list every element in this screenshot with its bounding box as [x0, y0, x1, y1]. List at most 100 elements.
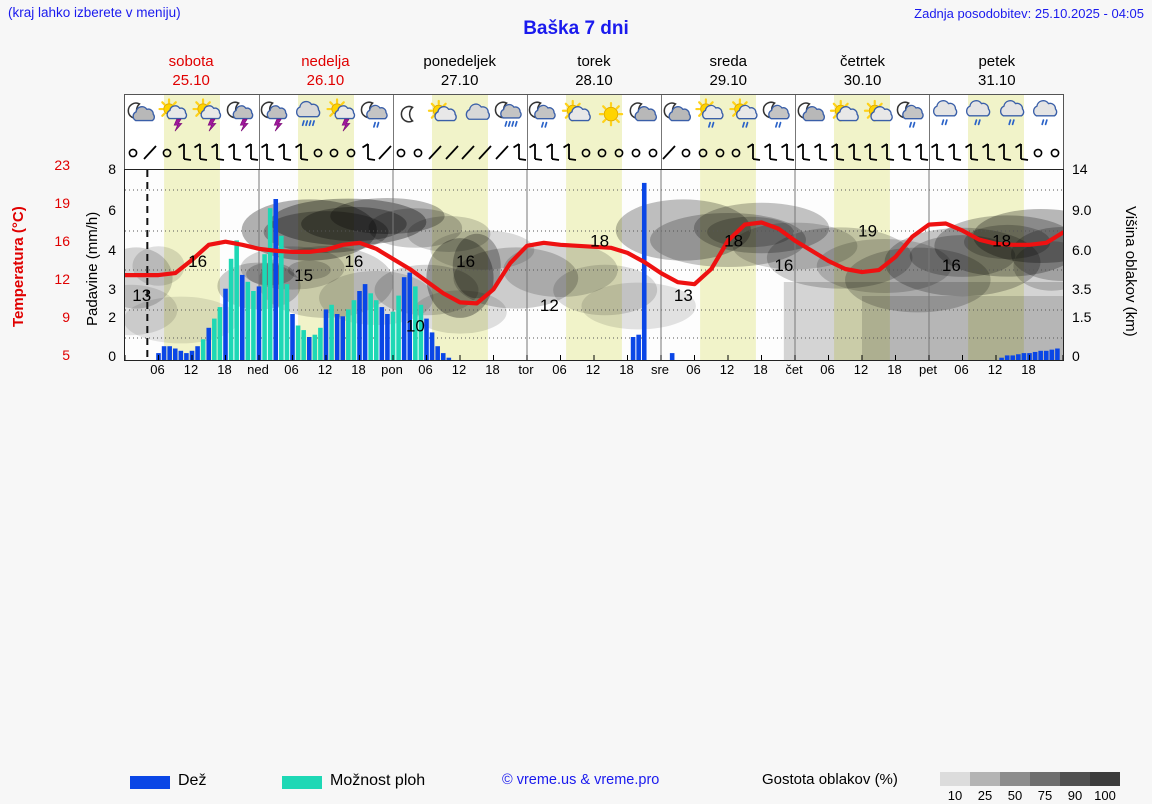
precip-bar: [999, 357, 1004, 360]
x-tick-label-19: čet: [785, 362, 803, 377]
cloud-drizzle-icon: [929, 97, 963, 133]
wind-barb-32: [658, 141, 688, 167]
precip-bar: [273, 199, 279, 360]
wind-barb-7: [240, 141, 270, 167]
wind-barb-51: [977, 141, 1007, 167]
wind-barb-18: [424, 141, 454, 167]
cloud-density-colorbar: [940, 772, 1120, 786]
temperature-tick-1: 19: [54, 195, 70, 211]
precip-bar: [636, 334, 641, 360]
cloud-blob-11: [430, 230, 535, 270]
precip-tick-3: 3: [108, 281, 116, 297]
day-name: četrtek: [840, 53, 886, 70]
x-tick-label-23: pet: [918, 362, 938, 377]
cloud-drizzle-icon: [962, 97, 996, 133]
x-tick-label-10: 18: [485, 362, 500, 377]
cloud-blob-26: [845, 247, 991, 313]
cloud-blob-16: [453, 247, 579, 309]
day-header-5: četrtek 30.10: [795, 52, 929, 92]
wind-barb-38: [759, 141, 789, 167]
weather-forecast-page: (kraj lahko izberete v meniju) Baška 7 d…: [0, 5, 1152, 803]
x-tick-label-13: 12: [585, 362, 601, 377]
precip-bar: [379, 307, 385, 360]
wind-barb-6: [223, 141, 253, 167]
day-separator-2: [393, 95, 394, 169]
showers-legend-label: Možnost ploh: [330, 772, 426, 789]
cloud-density-tick-5: 100: [1094, 788, 1116, 803]
precip-bar: [1021, 353, 1027, 360]
day-headers: sobota 25.10 nedelja 26.10 ponedeljek 27.10 to…: [124, 52, 1064, 92]
cloud-blob-29: [973, 209, 1063, 263]
wind-barb-10: [290, 141, 320, 167]
precip-tick-0: 8: [108, 161, 116, 177]
wind-barb-27: [575, 141, 605, 167]
sun-cloud-thunder-icon: [326, 97, 360, 133]
moon-cloud-icon: [627, 97, 661, 133]
temp-label-0: 13: [132, 286, 151, 305]
x-tick-label-22: 18: [887, 362, 902, 377]
wind-barb-41: [809, 141, 839, 167]
wind-barb-50: [960, 141, 990, 167]
cloud-height-axis-title: Višina oblakov (km): [1122, 205, 1139, 337]
wind-barb-19: [441, 141, 471, 167]
moon-cloud-icon: [795, 97, 829, 133]
menu-hint-text: (kraj lahko izberete v meniju): [8, 5, 181, 20]
precip-bar: [1049, 349, 1055, 360]
precip-bar: [334, 314, 340, 360]
cloud-density-swatch-0: [940, 772, 970, 786]
moon-cloud-thunder-icon: [225, 97, 259, 133]
precip-bar: [418, 304, 424, 360]
moon-cloud-icon: [125, 97, 159, 133]
wind-barb-11: [307, 141, 337, 167]
wind-barb-5: [206, 141, 236, 167]
cloud-blob-20: [615, 199, 751, 261]
precip-bar: [1043, 350, 1049, 360]
wind-barb-46: [893, 141, 923, 167]
wind-barb-47: [910, 141, 940, 167]
cloud-density-tick-4: 90: [1067, 788, 1083, 803]
wind-barb-0: [122, 141, 152, 167]
precip-bar: [1010, 355, 1016, 360]
day-header-4: sreda 29.10: [661, 52, 795, 92]
x-tick-label-1: 12: [183, 362, 199, 377]
cloud-drizzle-icon: [996, 97, 1030, 133]
daylight-band-5: [834, 170, 890, 360]
temperature-tick-5: 5: [62, 347, 70, 363]
chart-legend: Dež Možnost ploh © vreme.us & vreme.pro …: [0, 384, 1152, 803]
cloud-density-tick-1: 25: [977, 788, 993, 803]
temp-label-12: 16: [942, 256, 961, 275]
precipitation-axis-title: Padavine (mm/h): [84, 211, 101, 326]
cloud-low-band: [783, 282, 1063, 360]
day-name: sobota: [168, 53, 214, 70]
precip-bar: [234, 240, 239, 360]
cloud-core-5: [909, 235, 1016, 277]
day-date: 29.10: [709, 72, 748, 89]
cloud-core-2: [426, 238, 494, 318]
cloud-core-3: [452, 233, 501, 299]
wind-barb-17: [407, 141, 437, 167]
wind-barb-12: [323, 141, 353, 167]
precip-bar: [178, 350, 184, 360]
cloud-drizzle-icon: [1029, 97, 1063, 133]
cloud-tick-0: 14: [1072, 161, 1088, 177]
precip-bar: [424, 318, 429, 360]
wind-barb-28: [591, 141, 621, 167]
cloud-tick-5: 0: [1072, 348, 1080, 364]
wind-barb-9: [273, 141, 303, 167]
moon-cloud-drizzle-icon: [527, 97, 561, 133]
temp-label-6: 12: [540, 296, 559, 315]
temp-label-11: 19: [858, 221, 877, 240]
day-date: 31.10: [978, 72, 1016, 89]
temp-label-8: 13: [674, 286, 693, 305]
sun-cloud-drizzle-icon: [728, 97, 762, 133]
day-name: ponedeljek: [423, 53, 496, 70]
precip-bar: [279, 235, 284, 360]
precip-bar: [351, 300, 357, 360]
day-header-0: sobota 25.10: [124, 52, 258, 92]
precip-bar: [1032, 351, 1038, 360]
showers-legend-swatch: [282, 776, 322, 789]
cloud-blob-17: [503, 243, 618, 297]
copyright-text[interactable]: © vreme.us & vreme.pro: [502, 772, 660, 788]
weather-icon-band: [124, 94, 1064, 169]
precip-bar: [267, 208, 273, 360]
